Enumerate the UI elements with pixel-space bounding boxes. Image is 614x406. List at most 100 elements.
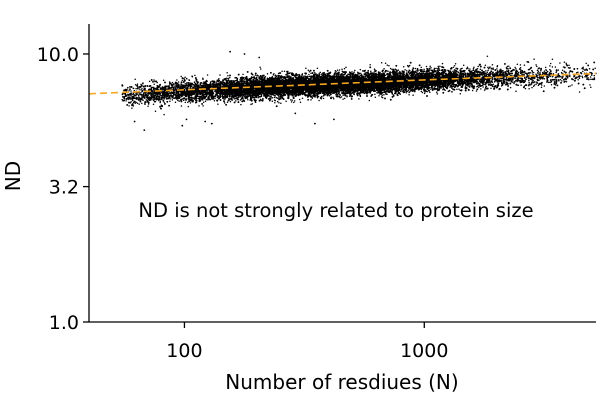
- data-point: [543, 70, 546, 72]
- data-point: [176, 79, 178, 81]
- data-point: [276, 100, 279, 103]
- data-point: [405, 91, 408, 94]
- data-point: [395, 64, 398, 67]
- data-point: [153, 79, 155, 81]
- data-point: [516, 80, 518, 83]
- data-point: [150, 79, 153, 81]
- data-point: [386, 88, 388, 90]
- data-point: [160, 107, 162, 110]
- data-point: [187, 101, 189, 104]
- data-point: [370, 70, 372, 73]
- data-point: [523, 64, 526, 66]
- data-point: [383, 94, 385, 96]
- data-point: [171, 91, 174, 94]
- data-point: [460, 89, 463, 92]
- data-point: [566, 64, 569, 67]
- data-point: [309, 69, 312, 72]
- data-point: [441, 62, 444, 65]
- data-point: [164, 81, 166, 84]
- data-point: [239, 99, 242, 101]
- data-point: [554, 84, 557, 86]
- data-point: [205, 95, 208, 98]
- data-point: [213, 99, 216, 102]
- data-point: [484, 86, 487, 89]
- data-point: [528, 79, 530, 82]
- data-point: [278, 95, 280, 98]
- data-point: [311, 72, 314, 74]
- data-point: [360, 72, 362, 75]
- data-point: [138, 88, 141, 90]
- data-point: [128, 90, 130, 92]
- data-point: [394, 68, 397, 71]
- data-point: [281, 70, 283, 73]
- data-point: [558, 76, 561, 78]
- data-point: [433, 86, 435, 88]
- data-point: [563, 70, 566, 73]
- data-point: [156, 95, 158, 98]
- data-point: [513, 82, 515, 85]
- data-point: [194, 81, 196, 83]
- data-point: [411, 88, 414, 91]
- data-points: [121, 50, 597, 132]
- data-point: [393, 92, 396, 95]
- data-point: [387, 70, 389, 73]
- data-point: [382, 91, 384, 94]
- data-point: [457, 71, 460, 74]
- data-point: [272, 74, 275, 76]
- data-point: [163, 101, 165, 104]
- data-point: [503, 62, 506, 65]
- data-point: [399, 93, 401, 95]
- data-point: [141, 98, 143, 100]
- data-point: [584, 75, 586, 78]
- data-point: [381, 94, 383, 96]
- data-point: [222, 96, 225, 99]
- data-point: [186, 81, 188, 84]
- data-point: [270, 97, 272, 100]
- data-point: [542, 76, 545, 78]
- data-point: [369, 66, 372, 69]
- data-point: [408, 91, 411, 93]
- data-point: [554, 66, 557, 68]
- data-point: [561, 69, 564, 71]
- data-point: [158, 99, 160, 102]
- data-point: [420, 90, 423, 93]
- data-point: [543, 78, 546, 80]
- data-point: [508, 65, 510, 67]
- data-point: [423, 68, 425, 71]
- data-point: [490, 87, 492, 90]
- data-point: [183, 77, 185, 80]
- data-point: [198, 105, 200, 107]
- data-point: [221, 95, 224, 97]
- data-point: [166, 100, 169, 103]
- data-point: [130, 100, 132, 103]
- data-point: [268, 99, 271, 102]
- data-point: [247, 98, 249, 101]
- data-point: [531, 69, 533, 72]
- data-point: [412, 67, 415, 70]
- data-point: [516, 63, 519, 65]
- data-point: [205, 94, 208, 96]
- data-point: [239, 96, 241, 98]
- data-point: [293, 101, 295, 104]
- data-point: [452, 66, 455, 69]
- data-point: [585, 62, 587, 65]
- data-point: [214, 97, 216, 100]
- data-point: [491, 78, 494, 81]
- data-point: [358, 72, 361, 75]
- data-point: [162, 79, 165, 82]
- data-point: [408, 64, 411, 67]
- data-point: [373, 71, 376, 73]
- data-point: [176, 97, 179, 100]
- data-point: [587, 64, 590, 67]
- data-point: [153, 100, 156, 103]
- data-point: [517, 77, 520, 79]
- data-point: [584, 68, 586, 71]
- data-point: [159, 101, 161, 104]
- data-point: [150, 87, 153, 90]
- data-point: [420, 66, 422, 69]
- data-point: [491, 73, 494, 76]
- data-point: [564, 80, 566, 83]
- data-point: [311, 96, 314, 99]
- data-point: [412, 90, 414, 92]
- data-point: [366, 95, 368, 97]
